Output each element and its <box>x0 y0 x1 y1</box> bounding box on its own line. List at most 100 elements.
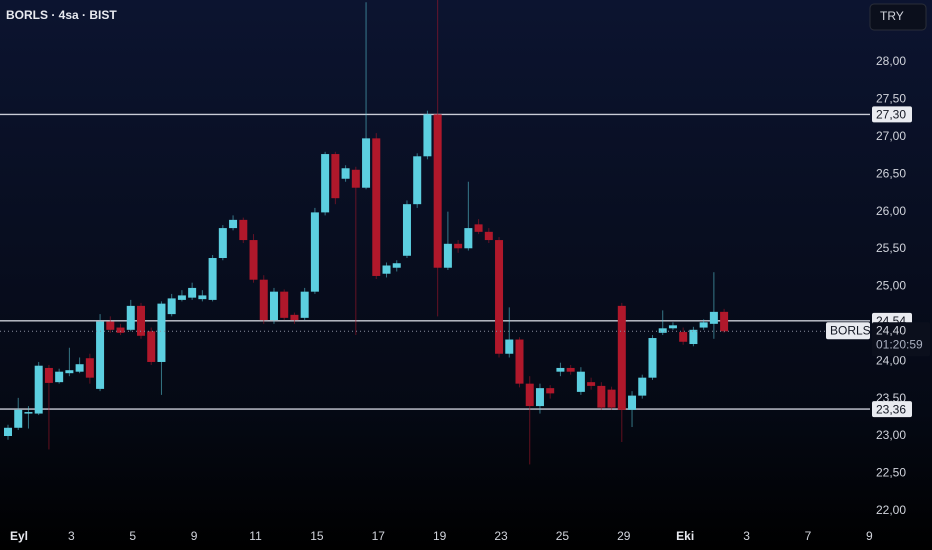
candle-body <box>290 314 299 321</box>
y-tick-label: 27,50 <box>876 92 906 106</box>
candle-body <box>658 328 667 333</box>
candle-body <box>198 295 207 300</box>
candle-body <box>208 258 217 300</box>
plot-area <box>0 0 870 465</box>
x-tick-label: 29 <box>617 529 631 543</box>
candle-body <box>177 295 186 300</box>
countdown-label: 01:20:59 <box>876 337 923 351</box>
candle-body <box>597 385 606 408</box>
candle-body <box>495 240 504 354</box>
symbol-label: BORLS <box>830 323 871 337</box>
x-tick-label: 19 <box>433 529 447 543</box>
candle-body <box>14 409 23 428</box>
candle-body <box>341 168 350 179</box>
candle-body <box>310 212 319 292</box>
candle-body <box>566 367 575 372</box>
level-label: 27,30 <box>876 108 906 122</box>
candle-body <box>454 243 463 249</box>
x-tick-label: Eki <box>676 529 694 543</box>
candle-body <box>668 325 677 329</box>
level-tag <box>872 401 912 418</box>
currency-label[interactable]: TRY <box>880 9 904 23</box>
candle-body <box>269 291 278 321</box>
candle-body <box>259 279 268 321</box>
candle-body <box>525 383 534 407</box>
candle-body <box>362 138 371 188</box>
candle-body <box>126 305 135 330</box>
candle-body <box>433 114 442 268</box>
candle-body <box>402 204 411 256</box>
x-tick-label: Eyl <box>10 529 28 543</box>
y-tick-label: 26,50 <box>876 166 906 180</box>
candle-body <box>699 322 708 328</box>
x-tick-label: 15 <box>310 529 324 543</box>
candle-body <box>44 367 53 383</box>
candle-body <box>65 370 74 374</box>
chart-title: BORLS · 4sa · BIST <box>6 8 117 22</box>
candle-body <box>34 365 43 414</box>
candle-body <box>648 338 657 378</box>
candle-body <box>239 219 248 241</box>
candle-body <box>229 219 238 229</box>
candle-body <box>167 298 176 315</box>
candle-body <box>280 291 289 318</box>
candle-body <box>157 303 166 362</box>
x-tick-label: 17 <box>372 529 386 543</box>
x-tick-label: 3 <box>743 529 750 543</box>
candle-body <box>413 156 422 205</box>
y-tick-label: 26,00 <box>876 204 906 218</box>
x-tick-label: 9 <box>191 529 198 543</box>
candle-body <box>382 265 391 274</box>
candle-body <box>331 154 340 199</box>
candle-body <box>679 332 688 342</box>
candle-body <box>689 329 698 345</box>
candle-body <box>249 240 258 280</box>
candle-body <box>484 231 493 241</box>
x-tick-label: 5 <box>129 529 136 543</box>
y-tick-label: 22,00 <box>876 503 906 517</box>
candle-body <box>188 287 197 298</box>
candle-body <box>535 388 544 407</box>
candle-body <box>24 412 33 414</box>
candle-body <box>474 224 483 232</box>
candle-body <box>218 228 227 259</box>
candle-body <box>392 263 401 268</box>
candle-body <box>720 311 729 332</box>
x-tick-label: 7 <box>805 529 812 543</box>
candle-body <box>85 358 94 378</box>
candle-body <box>515 339 524 384</box>
candle-body <box>638 377 647 396</box>
y-tick-label: 28,00 <box>876 54 906 68</box>
candle-body <box>372 138 381 276</box>
level-tag <box>872 106 912 123</box>
symbol-tag <box>826 322 870 340</box>
y-tick-label: 23,00 <box>876 428 906 442</box>
candle-body <box>587 382 596 386</box>
price-tag <box>872 322 930 357</box>
x-tick-label: 25 <box>556 529 570 543</box>
candle-body <box>709 311 718 324</box>
x-tick-label: 3 <box>68 529 75 543</box>
level-label: 23,36 <box>876 402 906 416</box>
candle-body <box>546 388 555 394</box>
candle-body <box>443 243 452 268</box>
x-tick-label: 23 <box>494 529 508 543</box>
candle-body <box>147 331 156 362</box>
candle-body <box>464 228 473 249</box>
candle-body <box>106 321 115 330</box>
candle-body <box>607 389 616 408</box>
candle-body <box>628 395 637 410</box>
candle-body <box>576 371 585 392</box>
candle-body <box>556 367 565 372</box>
candle-body <box>617 305 626 410</box>
y-tick-label: 27,00 <box>876 129 906 143</box>
currency-button[interactable] <box>869 3 927 31</box>
y-tick-label: 25,00 <box>876 279 906 293</box>
last-price-label: 24,40 <box>876 323 906 337</box>
candle-body <box>96 321 105 389</box>
x-tick-label: 11 <box>249 529 262 543</box>
x-tick-label: 9 <box>866 529 873 543</box>
